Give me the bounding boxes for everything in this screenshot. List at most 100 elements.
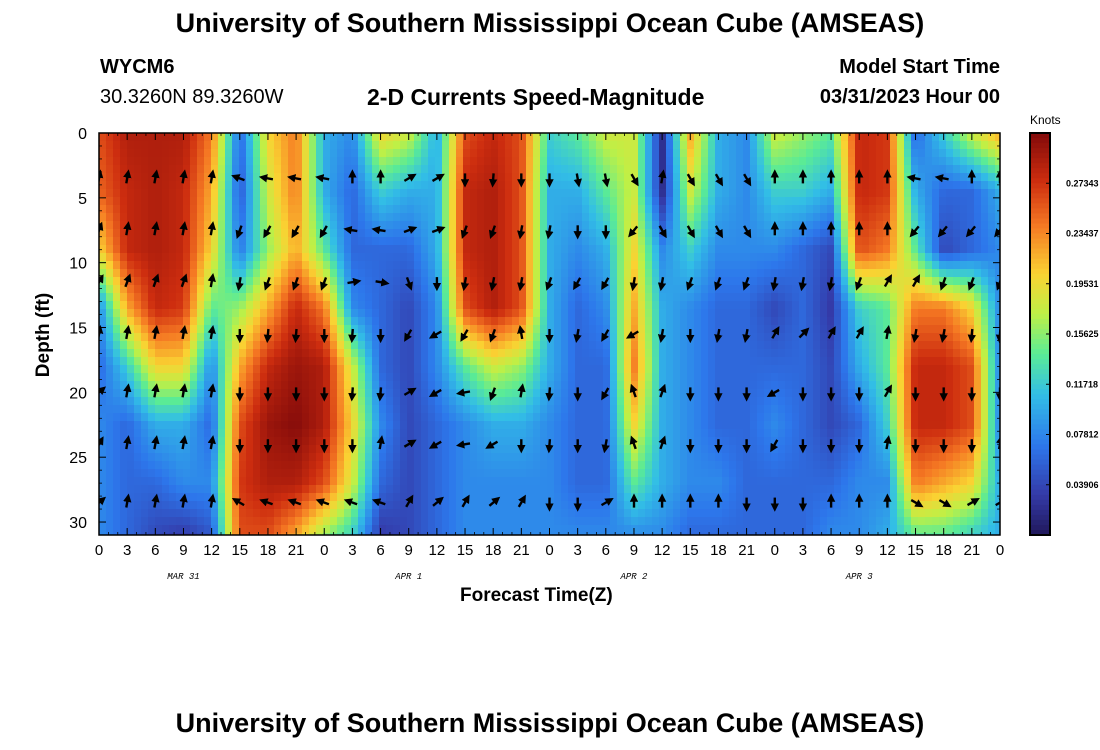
heat-cell — [470, 293, 478, 302]
heat-cell — [134, 261, 142, 270]
heat-cell — [176, 405, 184, 414]
heat-cell — [421, 197, 429, 206]
heat-cell — [414, 333, 422, 342]
heat-cell — [561, 205, 569, 214]
heat-cell — [456, 237, 464, 246]
heat-cell — [421, 277, 429, 286]
heat-cell — [533, 533, 541, 535]
heat-cell — [295, 269, 303, 278]
heat-cell — [435, 469, 443, 478]
heat-cell — [449, 293, 457, 302]
heat-cell — [239, 373, 247, 382]
heat-cell — [113, 157, 121, 166]
heat-cell — [197, 469, 205, 478]
heat-cell — [106, 213, 114, 222]
heat-cell — [568, 149, 576, 158]
heat-cell — [652, 229, 660, 238]
heat-cell — [246, 501, 254, 510]
heat-cell — [113, 349, 121, 358]
heat-cell — [624, 293, 632, 302]
heat-cell — [337, 277, 345, 286]
heat-cell — [750, 461, 758, 470]
heat-cell — [729, 509, 737, 518]
heat-cell — [533, 445, 541, 454]
heat-cell — [505, 381, 513, 390]
heat-cell — [659, 221, 667, 230]
heat-cell — [736, 301, 744, 310]
heat-cell — [505, 517, 513, 526]
heat-cell — [708, 389, 716, 398]
heat-cell — [232, 429, 240, 438]
heat-cell — [414, 285, 422, 294]
heat-cell — [701, 341, 709, 350]
heat-cell — [267, 181, 275, 190]
heat-cell — [302, 237, 310, 246]
heat-cell — [393, 445, 401, 454]
heat-cell — [148, 253, 156, 262]
heat-cell — [421, 157, 429, 166]
heat-cell — [449, 349, 457, 358]
heat-cell — [358, 405, 366, 414]
heat-cell — [526, 525, 534, 534]
heat-cell — [267, 285, 275, 294]
heat-cell — [246, 141, 254, 150]
heat-cell — [176, 277, 184, 286]
heat-cell — [169, 197, 177, 206]
heat-cell — [631, 269, 639, 278]
heat-cell — [295, 165, 303, 174]
heat-cell — [680, 389, 688, 398]
heat-cell — [659, 181, 667, 190]
heat-cell — [610, 253, 618, 262]
heat-cell — [554, 397, 562, 406]
heat-cell — [582, 421, 590, 430]
heat-cell — [666, 333, 674, 342]
heat-cell — [582, 341, 590, 350]
heat-cell — [239, 205, 247, 214]
heat-cell — [232, 341, 240, 350]
heat-cell — [694, 253, 702, 262]
heat-cell — [309, 373, 317, 382]
heat-cell — [190, 245, 198, 254]
heat-cell — [379, 453, 387, 462]
heat-cell — [484, 213, 492, 222]
heat-cell — [519, 517, 527, 526]
heat-cell — [512, 405, 520, 414]
heat-cell — [414, 413, 422, 422]
heat-cell — [575, 237, 583, 246]
heat-cell — [750, 437, 758, 446]
heat-cell — [743, 149, 751, 158]
heat-cell — [148, 501, 156, 510]
heat-cell — [729, 453, 737, 462]
heat-cell — [225, 221, 233, 230]
heat-cell — [225, 157, 233, 166]
heat-cell — [169, 149, 177, 158]
heat-cell — [232, 133, 240, 142]
heat-cell — [624, 341, 632, 350]
heat-cell — [218, 285, 226, 294]
heat-cell — [414, 325, 422, 334]
heat-cell — [190, 485, 198, 494]
heat-cell — [449, 149, 457, 158]
heat-cell — [463, 245, 471, 254]
heat-cell — [638, 357, 646, 366]
heat-cell — [561, 349, 569, 358]
heat-cell — [568, 253, 576, 262]
heat-cell — [750, 533, 758, 535]
heat-cell — [351, 285, 359, 294]
heat-cell — [456, 381, 464, 390]
heat-cell — [169, 405, 177, 414]
heat-cell — [218, 413, 226, 422]
heat-cell — [330, 381, 338, 390]
heat-cell — [757, 413, 765, 422]
heat-cell — [456, 453, 464, 462]
heat-cell — [750, 253, 758, 262]
heat-cell — [239, 165, 247, 174]
heat-cell — [344, 181, 352, 190]
heat-cell — [554, 285, 562, 294]
heat-cell — [302, 205, 310, 214]
heat-cell — [99, 149, 107, 158]
heat-cell — [134, 197, 142, 206]
heat-cell — [288, 277, 296, 286]
heat-cell — [743, 197, 751, 206]
heat-cell — [365, 509, 373, 518]
